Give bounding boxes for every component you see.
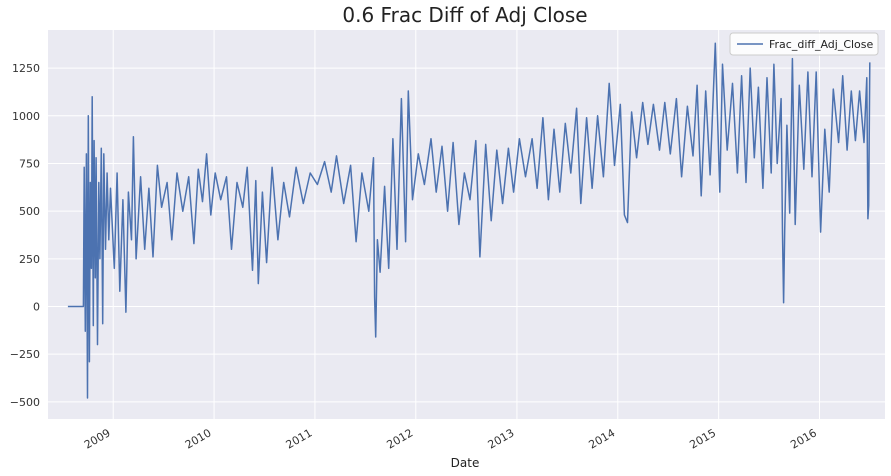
y-tick-label: 750: [19, 157, 40, 170]
x-axis-ticks: 2009 2010 2011 2012 2013 2014 2015 2016: [82, 426, 819, 451]
legend-box: [729, 32, 879, 56]
x-tick-label: 2014: [587, 426, 618, 451]
x-tick-label: 2015: [687, 426, 718, 451]
x-tick-label: 2013: [486, 426, 517, 451]
x-tick-label: 2016: [788, 426, 819, 451]
y-tick-label: 250: [19, 253, 40, 266]
y-tick-label: 1000: [12, 110, 40, 123]
y-tick-label: −500: [10, 396, 40, 409]
y-axis-ticks: −500 −250 0 250 500 750 1000 1250: [10, 62, 40, 409]
legend: Frac_diff_Adj_Close: [729, 32, 879, 56]
y-tick-label: −250: [10, 348, 40, 361]
legend-label: Frac_diff_Adj_Close: [769, 38, 874, 51]
chart-title: 0.6 Frac Diff of Adj Close: [342, 3, 587, 27]
grid: [48, 30, 885, 419]
x-tick-label: 2010: [183, 426, 214, 451]
x-tick-label: 2011: [284, 426, 315, 451]
series-layer: [67, 42, 871, 399]
y-tick-label: 0: [33, 300, 40, 313]
y-tick-label: 500: [19, 205, 40, 218]
x-tick-label: 2012: [385, 426, 416, 451]
y-tick-label: 1250: [12, 62, 40, 75]
x-tick-label: 2009: [82, 426, 113, 451]
x-axis-label: Date: [451, 456, 480, 470]
series-line-0: [67, 42, 871, 399]
